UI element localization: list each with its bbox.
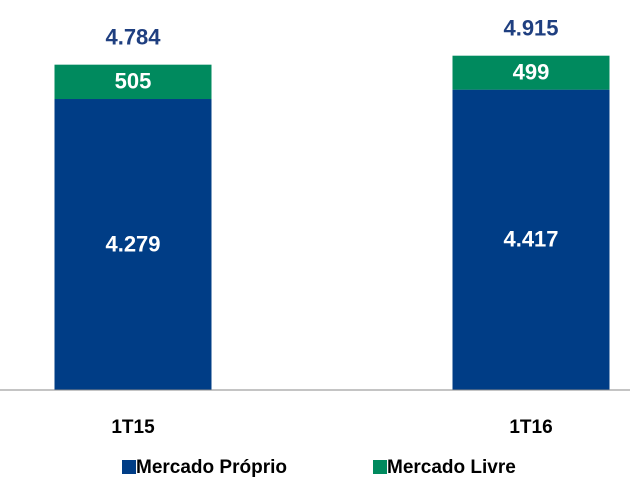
value-label: 505 — [115, 69, 152, 94]
bar-segment — [54, 99, 212, 391]
legend-swatch — [373, 460, 387, 474]
x-tick-label: 1T16 — [509, 417, 552, 438]
value-label: 499 — [513, 59, 550, 84]
bar-segment — [452, 55, 610, 90]
legend-label: Mercado Livre — [387, 457, 516, 478]
value-label: 4.417 — [503, 227, 558, 252]
bar-segment — [54, 64, 212, 100]
x-tick-label: 1T15 — [111, 417, 155, 438]
total-label: 4.784 — [105, 24, 161, 49]
value-label: 4.279 — [105, 231, 160, 256]
legend-label: Mercado Próprio — [136, 457, 287, 478]
bar-segment — [452, 89, 610, 390]
total-label: 4.915 — [503, 16, 558, 41]
legend-swatch — [122, 460, 136, 474]
